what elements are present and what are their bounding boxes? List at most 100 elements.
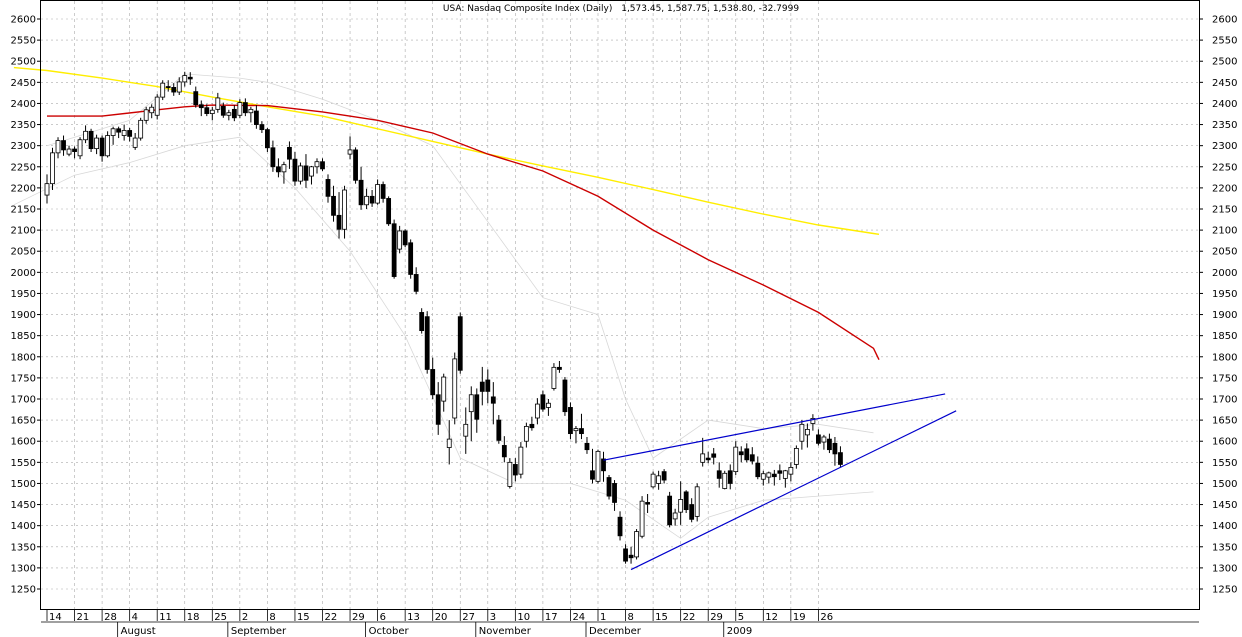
candle-body-down [99,137,105,157]
candle-body-up [209,109,215,114]
x-day-label: 19 [793,612,806,623]
candle-body-up [782,470,788,479]
candle-body-up [551,366,557,389]
x-day-label: 15 [297,612,310,623]
candle [342,185,347,239]
candle-body-up [248,108,254,114]
candle [44,174,50,204]
candle [771,469,777,486]
candle-body-up [160,82,166,98]
candle-body-down [386,198,392,225]
y-tick-label-left: 2450 [11,78,36,89]
candle-body-down [562,379,568,413]
candle [645,494,650,513]
trendlines [603,393,957,571]
x-day-label: 18 [187,612,200,623]
candle [193,86,199,108]
candle-body-down [408,242,414,275]
candle [276,158,281,178]
candle [534,398,540,425]
candle-body-down [320,161,325,170]
candle [220,102,226,118]
x-day-label: 12 [765,612,778,623]
y-tick-label-right: 1550 [1212,458,1237,469]
candle-body-up [105,135,111,157]
candle [810,414,816,431]
candle [127,127,133,142]
candle-body-down [617,516,623,537]
x-day-label: 29 [352,612,365,623]
candle [413,267,419,295]
candle-body-up [83,130,88,141]
x-day-label: 22 [325,612,338,623]
candle [507,458,513,489]
candle-body-up [639,500,645,537]
candle-body-up [215,97,221,110]
candle [287,141,292,169]
x-day-label: 27 [462,612,475,623]
x-day-label: 14 [49,612,62,623]
candle [292,152,298,186]
y-tick-label-right: 2300 [1212,141,1237,152]
candle [474,388,480,433]
candle-body-down [838,452,843,465]
candle [226,109,232,121]
candle [320,158,325,171]
candle [639,496,645,539]
y-tick-label-left: 1750 [11,373,36,384]
candle-body-down [496,419,502,441]
y-tick-label-left: 2150 [11,205,36,216]
candle-body-up [452,358,458,419]
candle [110,126,116,145]
candle-body-down [474,394,480,420]
candle-body-down [303,165,309,181]
candle [369,190,375,207]
candle [744,443,750,463]
candle [705,451,711,464]
candle-body-down [391,223,397,277]
candle [160,80,166,101]
x-day-label: 8 [269,612,275,623]
candle [722,470,728,490]
candle [237,99,243,119]
candle-body-up [298,165,303,182]
candle-body-up [722,472,728,489]
candle [138,117,144,141]
y-tick-label-right: 2000 [1212,268,1237,279]
trendline [603,393,946,461]
candle-body-down [413,274,419,292]
candle [804,423,810,448]
candle [749,447,755,465]
candle-body-down [424,316,430,370]
candle-body-down [198,104,204,109]
candle [430,357,436,399]
x-day-label: 3 [490,612,496,623]
candle-body-down [771,473,777,478]
candle [132,133,138,150]
candle [259,121,265,133]
candle [799,420,805,450]
y-tick-label-left: 2300 [11,141,36,152]
candle-body-down [827,438,832,451]
bollinger-bands [13,73,874,539]
candle [683,490,689,513]
x-day-label: 13 [407,612,420,623]
y-tick-label-right: 1750 [1212,373,1237,384]
candle-body-up [176,81,182,93]
x-day-label: 25 [214,612,227,623]
y-axis-left: 1250 1300 1350 1400 1450 1500 1550 1600 1650 1700… [11,15,41,596]
candle [364,188,369,209]
candle-body-down [490,396,496,404]
candle-body-up [700,453,706,463]
candle [99,135,105,162]
candle [540,390,546,412]
candle [209,106,215,121]
candle [595,449,601,484]
candle [463,407,469,454]
candle [441,373,447,412]
candle [253,105,259,129]
candle [88,128,94,152]
x-day-label: 17 [545,612,558,623]
candle-body-up [94,137,99,150]
y-axis-right: 1250 1300 1350 1400 1450 1500 1550 1600 1650 1700… [1199,15,1237,596]
